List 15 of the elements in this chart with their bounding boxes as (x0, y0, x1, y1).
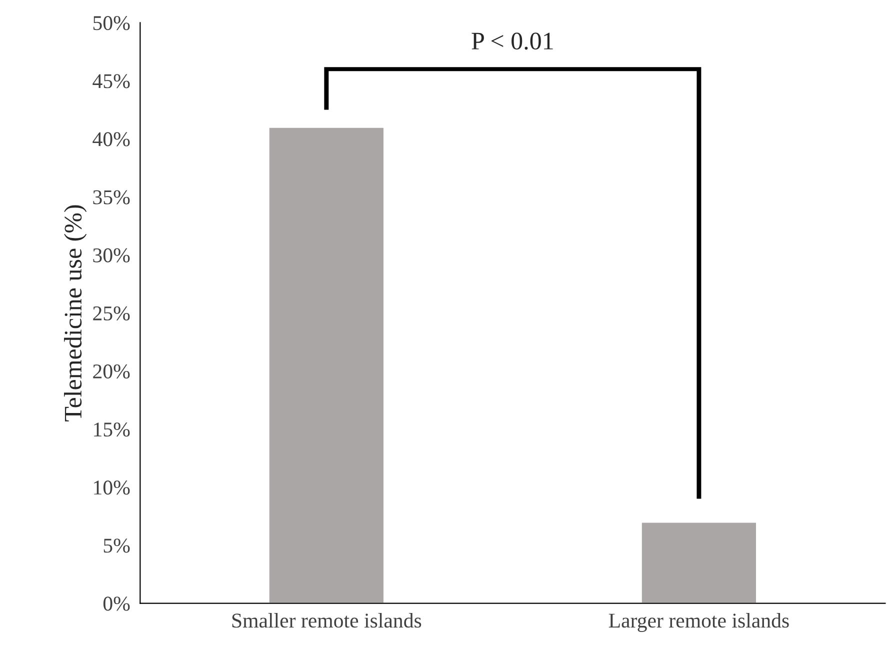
y-tick-label: 45% (92, 74, 130, 88)
y-tick-label: 10% (94, 480, 130, 495)
x-tick-label: Smaller remote islands (232, 613, 422, 628)
y-tick-label: 20% (93, 364, 130, 379)
annotation: P < 0.01 (472, 32, 553, 50)
y-tick-label: 25% (93, 306, 130, 320)
y-tick-label: 40% (92, 132, 130, 146)
x-tick-label: Larger remote islands (608, 613, 789, 632)
y-tick-label: 50% (93, 16, 130, 30)
y-tick-label: 0% (103, 596, 130, 611)
y-tick-label: 35% (93, 190, 130, 204)
y-tick-label: 30% (93, 248, 130, 262)
y-tick-label: 15% (94, 422, 130, 437)
y-axis-title: Telemedicine use (%) (64, 205, 87, 422)
y-tick-label: 5% (104, 538, 130, 553)
